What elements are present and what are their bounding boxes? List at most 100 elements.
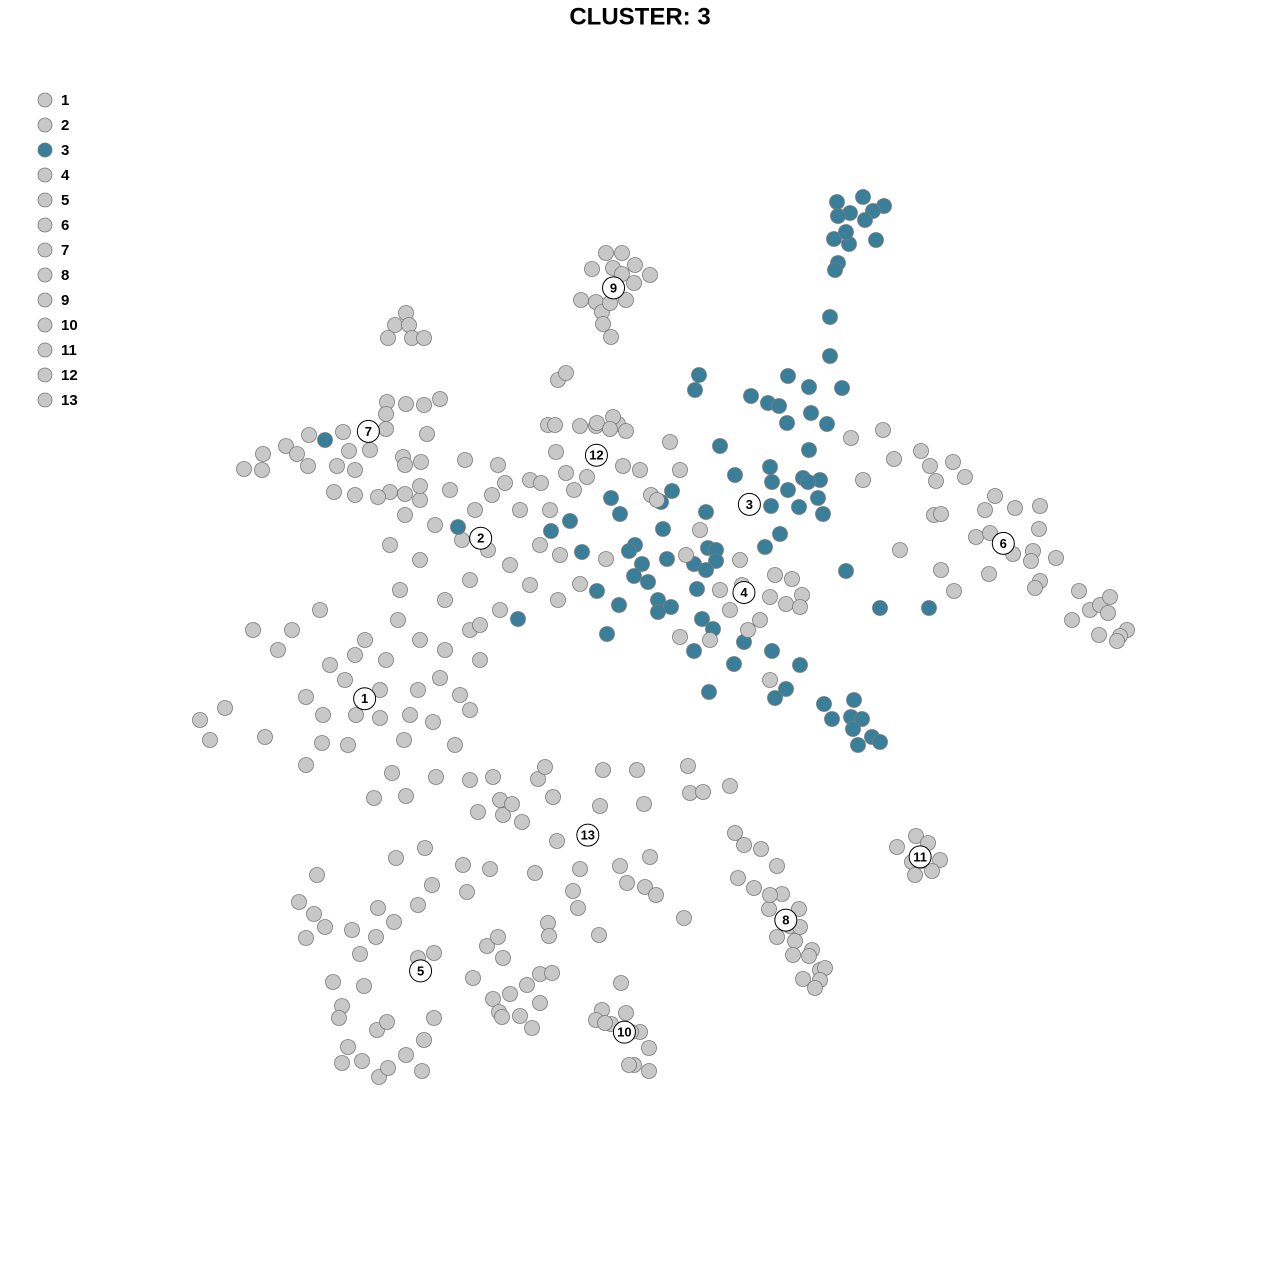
point (933, 562, 949, 578)
point (621, 543, 637, 559)
point (603, 329, 619, 345)
point (484, 487, 500, 503)
point (519, 977, 535, 993)
point (257, 729, 273, 745)
point (680, 758, 696, 774)
point (1100, 605, 1116, 621)
point (830, 208, 846, 224)
point (800, 474, 816, 490)
point (510, 611, 526, 627)
point (470, 804, 486, 820)
point (370, 900, 386, 916)
point (416, 1032, 432, 1048)
point (300, 458, 316, 474)
point (335, 424, 351, 440)
point (527, 865, 543, 881)
point (1109, 633, 1125, 649)
point (301, 427, 317, 443)
point (732, 552, 748, 568)
point (807, 980, 823, 996)
point (619, 875, 635, 891)
point (712, 582, 728, 598)
point (502, 557, 518, 573)
point (634, 556, 650, 572)
legend-swatch (37, 342, 53, 358)
point (691, 367, 707, 383)
point (542, 502, 558, 518)
point (552, 547, 568, 563)
point (795, 971, 811, 987)
point (857, 212, 873, 228)
point (298, 757, 314, 773)
legend-swatch (37, 117, 53, 133)
point (284, 622, 300, 638)
point (573, 292, 589, 308)
cluster-label-badge (356, 419, 380, 443)
point (612, 858, 628, 874)
point (425, 714, 441, 730)
point (801, 948, 817, 964)
point (317, 432, 333, 448)
point (384, 765, 400, 781)
point (736, 837, 752, 853)
cluster-label: 1 (361, 691, 368, 706)
cluster-label-badge (908, 845, 932, 869)
point (801, 379, 817, 395)
point (459, 884, 475, 900)
point (1007, 500, 1023, 516)
point (490, 929, 506, 945)
point (854, 711, 870, 727)
point (340, 1039, 356, 1055)
cluster-label-badge (584, 443, 608, 467)
point (512, 1008, 528, 1024)
point (366, 790, 382, 806)
legend-label: 6 (61, 217, 69, 234)
point (722, 778, 738, 794)
point (655, 521, 671, 537)
point (913, 443, 929, 459)
point (432, 391, 448, 407)
point (245, 622, 261, 638)
point (641, 1063, 657, 1079)
cluster-label: 9 (610, 280, 617, 295)
point (412, 552, 428, 568)
point (289, 446, 305, 462)
point (767, 567, 783, 583)
point (618, 1005, 634, 1021)
point (341, 443, 357, 459)
point (701, 684, 717, 700)
point (348, 707, 364, 723)
point (824, 711, 840, 727)
point (618, 423, 634, 439)
legend-label: 3 (61, 142, 69, 159)
legend-swatch (37, 192, 53, 208)
point (398, 396, 414, 412)
point (236, 461, 252, 477)
point (450, 519, 466, 535)
point (401, 317, 417, 333)
point (698, 504, 714, 520)
cluster-label-badge (576, 823, 600, 847)
point (946, 583, 962, 599)
chart-title: CLUSTER: 3 (569, 3, 710, 30)
point (640, 574, 656, 590)
point (570, 900, 586, 916)
point (981, 566, 997, 582)
point (562, 513, 578, 529)
point (597, 1015, 613, 1031)
point (727, 825, 743, 841)
legend-swatch (37, 317, 53, 333)
point (392, 582, 408, 598)
point (490, 457, 506, 473)
point (379, 1014, 395, 1030)
point (537, 759, 553, 775)
point (378, 421, 394, 437)
cluster-label: 10 (617, 1025, 631, 1040)
point (603, 490, 619, 506)
point (602, 421, 618, 437)
point (791, 499, 807, 515)
point (397, 486, 413, 502)
point (278, 438, 294, 454)
point (762, 459, 778, 475)
point (692, 522, 708, 538)
